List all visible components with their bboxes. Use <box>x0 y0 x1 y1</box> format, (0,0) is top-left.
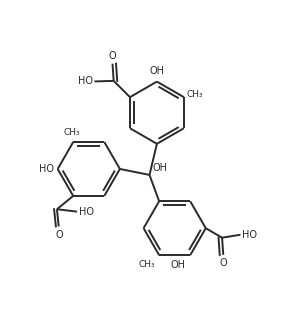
Text: OH: OH <box>170 261 185 270</box>
Text: OH: OH <box>152 162 167 173</box>
Text: OH: OH <box>150 66 164 76</box>
Text: CH₃: CH₃ <box>63 128 80 137</box>
Text: HO: HO <box>78 76 93 86</box>
Text: HO: HO <box>242 230 257 240</box>
Text: HO: HO <box>39 164 54 174</box>
Text: O: O <box>56 230 63 240</box>
Text: HO: HO <box>79 207 94 217</box>
Text: O: O <box>109 51 116 61</box>
Text: CH₃: CH₃ <box>139 260 155 269</box>
Text: CH₃: CH₃ <box>187 90 203 99</box>
Text: O: O <box>219 258 227 268</box>
